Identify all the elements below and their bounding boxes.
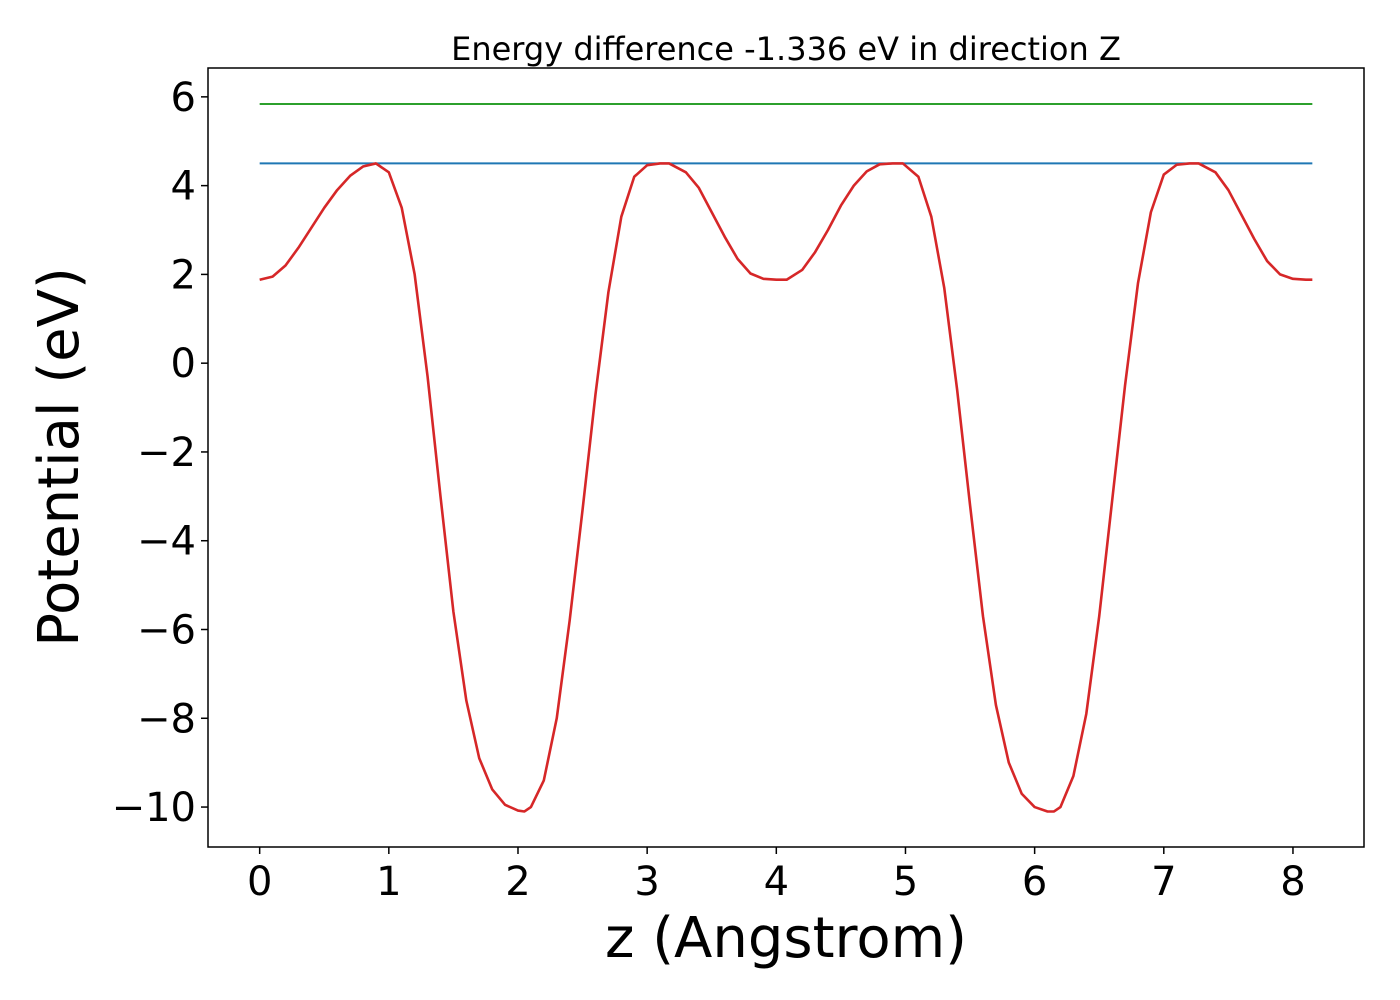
x-tick-label: 5 bbox=[893, 859, 918, 905]
series-line-2 bbox=[259, 162, 1313, 813]
x-tick-label: 0 bbox=[247, 859, 272, 905]
chart-title: Energy difference -1.336 eV in direction… bbox=[451, 30, 1121, 68]
y-axis-ticks: −10 −8 −6 −4 −2 0 2 4 6 bbox=[112, 75, 208, 831]
y-tick-label: 4 bbox=[171, 164, 196, 210]
y-tick-label: −8 bbox=[137, 696, 196, 742]
y-tick-label: −6 bbox=[137, 608, 196, 654]
y-tick-label: 0 bbox=[171, 341, 196, 387]
x-tick-label: 6 bbox=[1022, 859, 1047, 905]
y-axis-label: Potential (eV) bbox=[27, 267, 92, 647]
series-layer bbox=[259, 102, 1313, 813]
x-axis-ticks: 0 1 2 3 4 5 6 7 8 bbox=[247, 847, 1306, 905]
x-tick-label: 4 bbox=[764, 859, 789, 905]
x-axis-label: z (Angstrom) bbox=[605, 906, 967, 971]
y-tick-label: −4 bbox=[137, 519, 196, 565]
y-tick-label: −2 bbox=[137, 430, 196, 476]
x-tick-label: 8 bbox=[1280, 859, 1305, 905]
x-tick-label: 3 bbox=[634, 859, 659, 905]
x-tick-label: 7 bbox=[1151, 859, 1176, 905]
x-tick-label: 2 bbox=[505, 859, 530, 905]
y-tick-label: 6 bbox=[171, 75, 196, 121]
x-tick-label: 1 bbox=[376, 859, 401, 905]
y-tick-label: 2 bbox=[171, 252, 196, 298]
plot-area bbox=[207, 67, 1365, 848]
y-tick-label: −10 bbox=[112, 785, 196, 831]
